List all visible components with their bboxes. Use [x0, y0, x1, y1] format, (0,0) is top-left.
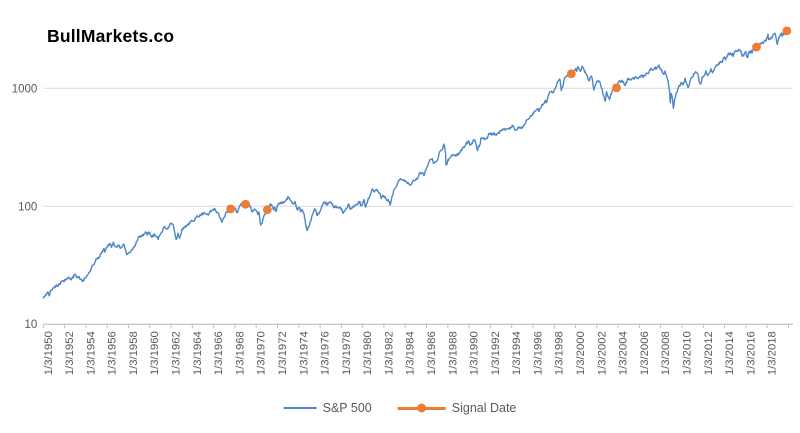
x-axis-label: 1/3/2018	[767, 331, 779, 375]
x-axis-label: 1/3/1996	[532, 331, 544, 375]
y-axis-label: 100	[18, 201, 37, 213]
x-axis-label: 1/3/1970	[256, 331, 268, 375]
x-axis-label: 1/3/1982	[383, 331, 395, 375]
x-axis-label: 1/3/2010	[682, 331, 694, 375]
signal-date-marker	[566, 69, 576, 79]
y-axis-label: 10	[25, 319, 38, 331]
legend-item-sp500: S&P 500	[283, 401, 372, 415]
legend-label-sp500: S&P 500	[322, 401, 372, 415]
legend-label-signal-date: Signal Date	[451, 401, 517, 415]
x-axis-label: 1/3/2014	[724, 331, 736, 375]
x-axis-label: 1/3/1980	[362, 331, 374, 375]
signal-date-marker	[782, 26, 792, 36]
x-axis-label: 1/3/1984	[405, 331, 417, 375]
x-axis-label: 1/3/2008	[660, 331, 672, 375]
x-axis-label: 1/3/1960	[149, 331, 161, 375]
sp500-line	[42, 30, 788, 299]
x-axis-label: 1/3/1964	[192, 331, 204, 375]
x-axis-label: 1/3/2000	[575, 331, 587, 375]
legend-item-signal-date: Signal Date	[397, 401, 517, 415]
x-axis-label: 1/3/1956	[107, 331, 119, 375]
x-axis-label: 1/3/2016	[745, 331, 757, 375]
x-axis-label: 1/3/2006	[639, 331, 651, 375]
x-axis-label: 1/3/1950	[43, 331, 55, 375]
x-axis-label: 1/3/1968	[234, 331, 246, 375]
x-axis-label: 1/3/1990	[469, 331, 481, 375]
signal-date-dot-icon	[417, 403, 427, 413]
signal-date-marker	[612, 83, 621, 93]
x-axis-label: 1/3/1952	[64, 331, 76, 375]
x-axis-label: 1/3/1962	[171, 331, 183, 375]
x-axis-label: 1/3/1986	[426, 331, 438, 375]
x-axis-label: 1/3/1988	[447, 331, 459, 375]
x-axis-label: 1/3/2002	[596, 331, 608, 375]
sp500-line-swatch-icon	[283, 407, 317, 409]
y-axis-label: 1000	[12, 83, 38, 95]
signal-date-marker	[241, 199, 250, 209]
x-axis-label: 1/3/1994	[511, 331, 523, 375]
signal-date-marker	[226, 204, 236, 214]
x-axis-label: 1/3/1974	[298, 331, 310, 375]
x-axis-label: 1/3/1992	[490, 331, 502, 375]
signal-date-marker	[752, 42, 761, 52]
x-axis-label: 1/3/1976	[320, 331, 332, 375]
x-axis-label: 1/3/1954	[85, 331, 97, 375]
x-axis-label: 1/3/1966	[213, 331, 225, 375]
x-axis-label: 1/3/1958	[128, 331, 140, 375]
x-axis-label: 1/3/2004	[618, 331, 630, 375]
x-axis-label: 1/3/1972	[277, 331, 289, 375]
signal-date-line-swatch-icon	[397, 403, 446, 413]
x-axis-label: 1/3/2012	[703, 331, 715, 375]
chart-legend: S&P 500 Signal Date	[283, 401, 517, 415]
x-axis-label: 1/3/1978	[341, 331, 353, 375]
signal-date-marker	[262, 205, 272, 215]
chart-title: BullMarkets.co	[47, 26, 175, 46]
x-axis-label: 1/3/1998	[554, 331, 566, 375]
